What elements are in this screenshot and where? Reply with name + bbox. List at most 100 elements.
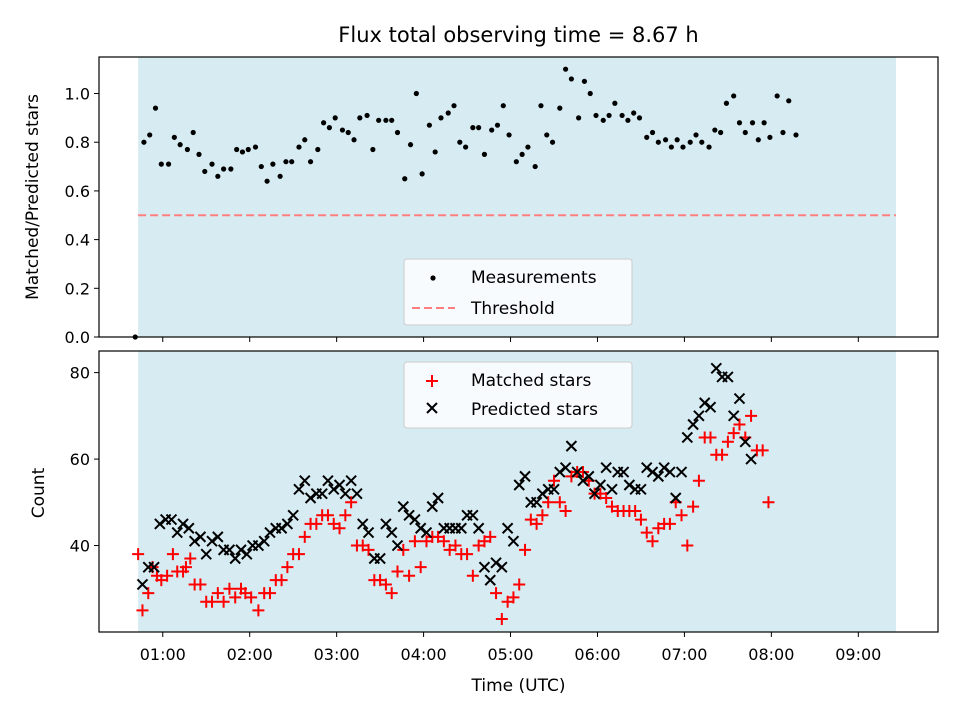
measurement-point (270, 161, 276, 167)
measurement-point (631, 110, 637, 116)
predicted-star-point (426, 500, 438, 513)
measurement-point (463, 144, 469, 150)
matched-star-point (548, 474, 561, 487)
matched-star-point (310, 517, 323, 530)
predicted-star-point (322, 474, 334, 487)
predicted-star-point (391, 539, 404, 552)
matched-star-point (437, 535, 450, 548)
predicted-star-point (339, 487, 352, 500)
predicted-star-point (316, 487, 328, 500)
matched-star-point (576, 466, 589, 479)
matched-star-point (194, 578, 207, 591)
measurement-point (326, 125, 332, 131)
measurement-point (723, 100, 730, 106)
predicted-star-point (554, 466, 566, 478)
measurement-point (731, 93, 737, 99)
matched-star-point (762, 496, 775, 509)
matched-star-point (321, 509, 334, 522)
predicted-star-point (472, 522, 485, 534)
predicted-star-point (733, 392, 746, 405)
predicted-star-point (183, 522, 195, 534)
predicted-star-point (148, 561, 160, 573)
matched-star-point (132, 548, 145, 561)
predicted-star-point (635, 483, 647, 496)
measurement-point (736, 120, 743, 126)
measurement-point (339, 127, 346, 133)
measurement-point (351, 137, 357, 143)
predicted-star-point (258, 535, 270, 547)
matched-star-point (281, 561, 294, 574)
predicted-star-point (281, 518, 294, 530)
measurement-point (357, 115, 363, 121)
matched-star-point (687, 500, 700, 513)
measurement-point (780, 129, 786, 136)
predicted-star-point (513, 479, 525, 491)
predicted-star-point (559, 462, 572, 474)
matched-star-point (136, 604, 149, 617)
predicted-star-point (386, 526, 398, 539)
predicted-star-point (252, 539, 265, 552)
measurement-point (600, 117, 606, 123)
bottom-legend: Matched stars Predicted stars (403, 361, 633, 429)
measurement-point (252, 144, 259, 150)
measurement-point (668, 144, 674, 150)
predicted-star-point (617, 466, 630, 478)
measurement-point (307, 159, 314, 165)
predicted-star-point (345, 474, 357, 487)
measurement-point (612, 100, 618, 106)
measurement-point (581, 78, 588, 84)
measurement-point (383, 117, 389, 123)
matched-star-point (142, 587, 155, 600)
measurement-point (481, 151, 488, 157)
measurement-point (655, 139, 661, 145)
measurement-point (196, 151, 202, 157)
predicted-star-point (548, 483, 560, 496)
predicted-star-point (664, 466, 676, 478)
predicted-star-point (206, 535, 218, 547)
measurement-point (419, 171, 425, 177)
matched-star-point (298, 530, 311, 543)
xtick-label: 05:00 (487, 645, 533, 664)
predicted-star-point (223, 544, 236, 556)
legend-predicted-marker (426, 402, 438, 414)
predicted-star-point (583, 470, 595, 483)
measurement-point (718, 129, 724, 136)
matched-star-point (675, 509, 688, 522)
measurement-point (364, 112, 370, 119)
measurement-point (315, 146, 321, 153)
measurement-point (793, 132, 799, 138)
measurement-point (296, 144, 302, 150)
matched-star-point (292, 548, 305, 561)
predicted-star-point (704, 401, 717, 413)
matched-star-point (211, 587, 224, 600)
matched-star-point (634, 513, 647, 526)
matched-star-point (600, 491, 613, 504)
measurement-point (489, 127, 495, 133)
top-legend-box (403, 258, 633, 326)
matched-star-point (704, 431, 717, 444)
bottom-ytick-label: 40 (70, 537, 90, 556)
matched-star-point (756, 444, 769, 457)
measurement-point (587, 90, 593, 97)
predicted-star-point (646, 466, 659, 478)
predicted-star-point (333, 479, 346, 491)
measurement-point (755, 137, 761, 143)
predicted-star-point (293, 483, 305, 496)
matched-star-point (646, 535, 659, 548)
predicted-star-point (519, 470, 531, 483)
xlabel: Time (UTC) (471, 676, 566, 696)
measurement-point (171, 134, 177, 140)
measurement-point (177, 142, 183, 148)
predicted-star-point (328, 483, 340, 496)
measurement-point (749, 120, 756, 126)
matched-star-point (161, 569, 174, 582)
predicted-star-point (600, 462, 612, 474)
measurement-point (264, 178, 270, 184)
predicted-star-point (188, 535, 201, 547)
measurement-point (376, 117, 382, 123)
matched-star-point (263, 587, 276, 600)
measurement-point (693, 132, 699, 138)
measurement-point (332, 115, 338, 121)
legend-matched-label: Matched stars (471, 371, 591, 391)
predicted-star-point (496, 561, 508, 573)
